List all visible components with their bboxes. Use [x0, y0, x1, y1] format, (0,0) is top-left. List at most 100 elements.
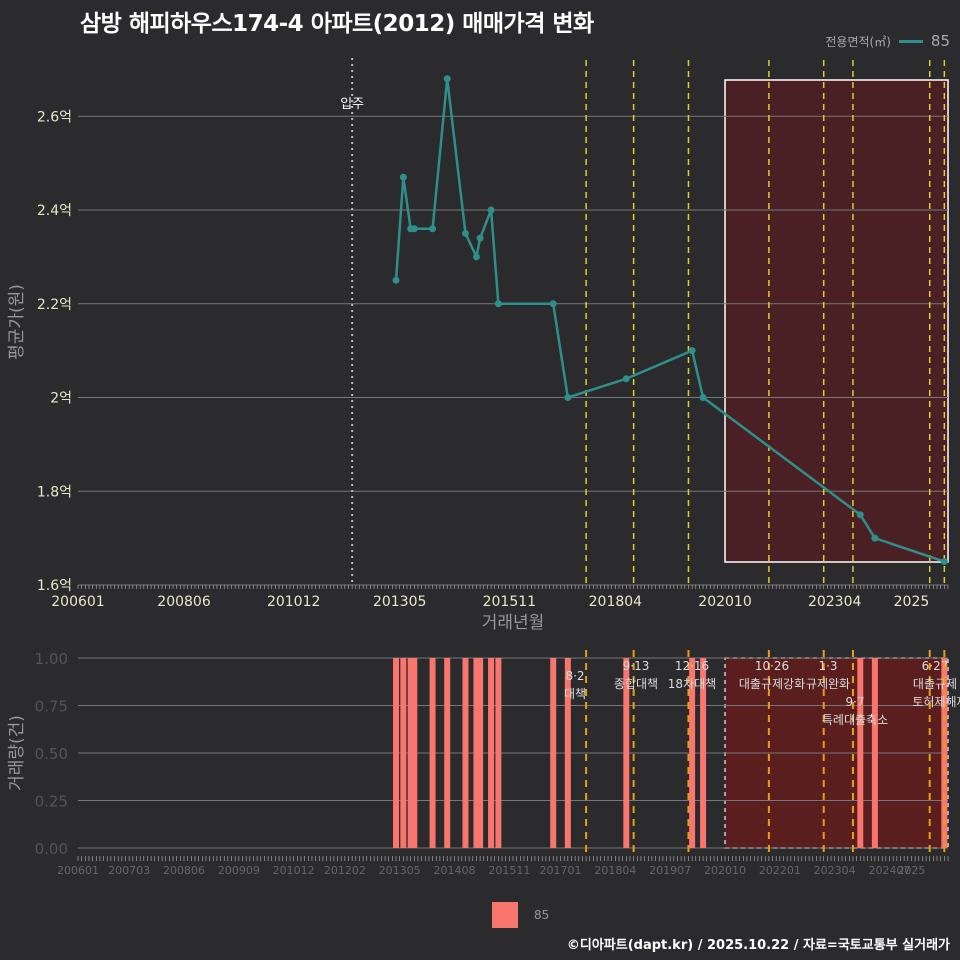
x-tick-label: 201012: [267, 594, 320, 610]
x-tick-label: 202010: [698, 594, 751, 610]
bar-x-tick-label: 201202: [324, 864, 366, 877]
volume-bar: [400, 658, 407, 848]
bar-x-tick-label: 201012: [273, 864, 315, 877]
bar-x-tick-label: 201907: [649, 864, 691, 877]
volume-bar: [871, 658, 878, 848]
price-point: [472, 253, 480, 261]
bar-x-tick-label: 202010: [704, 864, 746, 877]
price-point: [429, 225, 437, 233]
price-point: [443, 75, 451, 83]
volume-bar: [941, 658, 948, 848]
volume-bar: [564, 658, 571, 848]
bar-x-tick-label: 201511: [488, 864, 530, 877]
volume-bar: [857, 658, 864, 848]
policy-label: 6·27: [922, 659, 949, 673]
volume-bar: [477, 658, 484, 848]
volume-bar: [700, 658, 707, 848]
highlight-box: [724, 79, 949, 563]
policy-label: 18차대책: [668, 676, 716, 691]
price-point: [410, 225, 418, 233]
y-tick-label: 1.6억: [37, 578, 72, 594]
volume-bar: [623, 658, 630, 848]
volume-bar: [550, 658, 557, 848]
price-point: [494, 300, 502, 308]
volume-bar: [407, 658, 414, 848]
x-tick-label: 200806: [157, 594, 211, 610]
bar-x-tick-label: 201305: [379, 864, 421, 877]
volume-bar: [473, 658, 480, 848]
policy-label: 10·26: [755, 659, 789, 673]
y-tick-label: 2억: [50, 391, 72, 407]
bar-legend-value: 85: [534, 908, 550, 922]
policy-label: 9·13: [623, 659, 650, 673]
legend-title: 전용면적(㎡): [825, 34, 891, 49]
bar-x-tick-label: 201804: [594, 864, 636, 877]
price-point: [699, 394, 707, 401]
policy-label: 대책: [564, 686, 586, 701]
volume-bar: [429, 658, 436, 848]
price-point: [392, 276, 400, 284]
bar-y-tick-label: 1.00: [35, 650, 68, 668]
bar-y-axis-title: 거래량(건): [7, 715, 27, 791]
bar-legend-swatch-icon: [492, 902, 518, 928]
move-in-label: 입주: [340, 97, 364, 112]
y-tick-label: 2.4억: [37, 203, 72, 219]
bar-x-tick-label: 200703: [108, 864, 150, 877]
bar-x-tick-label: 202304: [814, 864, 856, 877]
volume-bar: [393, 658, 400, 848]
x-tick-label: 201804: [589, 594, 643, 610]
price-point: [487, 206, 495, 214]
x-tick-label: 201305: [373, 594, 426, 610]
bar-x-tick-label: 201701: [540, 864, 582, 877]
policy-label: 대출규제: [913, 677, 957, 691]
bar-legend: 85: [492, 902, 549, 928]
volume-bar: [488, 658, 495, 848]
bar-y-tick-label: 0.75: [35, 698, 68, 716]
price-point: [940, 558, 948, 566]
y-tick-label: 1.8억: [37, 484, 72, 500]
bar-y-tick-label: 0.25: [35, 793, 68, 811]
x-tick-label: 201511: [483, 594, 536, 610]
volume-bar: [689, 658, 696, 848]
bar-x-tick-label: 200909: [218, 864, 260, 877]
price-point: [461, 229, 469, 237]
price-point: [476, 234, 484, 242]
source-footer: ©디아파트(dapt.kr) / 2025.10.22 / 자료=국토교통부 실…: [566, 938, 950, 953]
x-tick-label: 2025: [894, 594, 930, 610]
policy-label: 8·2: [565, 669, 584, 683]
price-point: [871, 534, 879, 542]
volume-bar: [495, 658, 502, 848]
y-tick-label: 2.2억: [37, 297, 72, 313]
price-point: [549, 300, 557, 308]
price-point: [622, 375, 630, 383]
legend-line-swatch-icon: [898, 39, 923, 43]
policy-label: 9·7: [845, 695, 864, 709]
bar-x-tick-label: 200601: [57, 864, 99, 877]
policy-label: 특례대출축소: [822, 713, 888, 727]
policy-label: 12·16: [675, 659, 709, 673]
price-point: [564, 394, 572, 401]
policy-label: 종합대책: [614, 676, 658, 691]
x-tick-label: 202304: [808, 594, 862, 610]
bar-x-tick-label: 2025: [897, 864, 925, 877]
policy-label: 대출규제강화: [739, 677, 805, 691]
policy-label: 규제완화: [806, 677, 850, 691]
price-point: [399, 173, 407, 181]
bar-x-tick-label: 201408: [434, 864, 476, 877]
bar-x-tick-label: 202407: [869, 864, 911, 877]
policy-label: 토허제해제: [912, 695, 960, 709]
legend-area: 전용면적(㎡) 85: [825, 32, 950, 50]
bar-x-tick-label: 200806: [163, 864, 205, 877]
chart-title: 삼방 해피하우스174-4 아파트(2012) 매매가격 변화: [80, 11, 594, 37]
bar-y-tick-label: 0.50: [35, 745, 68, 763]
price-point: [688, 347, 696, 355]
volume-bar: [444, 658, 451, 848]
bar-y-tick-label: 0.00: [35, 840, 68, 858]
price-point: [856, 511, 864, 519]
x-tick-label: 200601: [51, 594, 104, 610]
volume-bar: [462, 658, 469, 848]
volume-bar: [411, 658, 418, 848]
policy-label: 1·3: [818, 659, 837, 673]
y-axis-title: 평균가(원): [7, 284, 27, 360]
